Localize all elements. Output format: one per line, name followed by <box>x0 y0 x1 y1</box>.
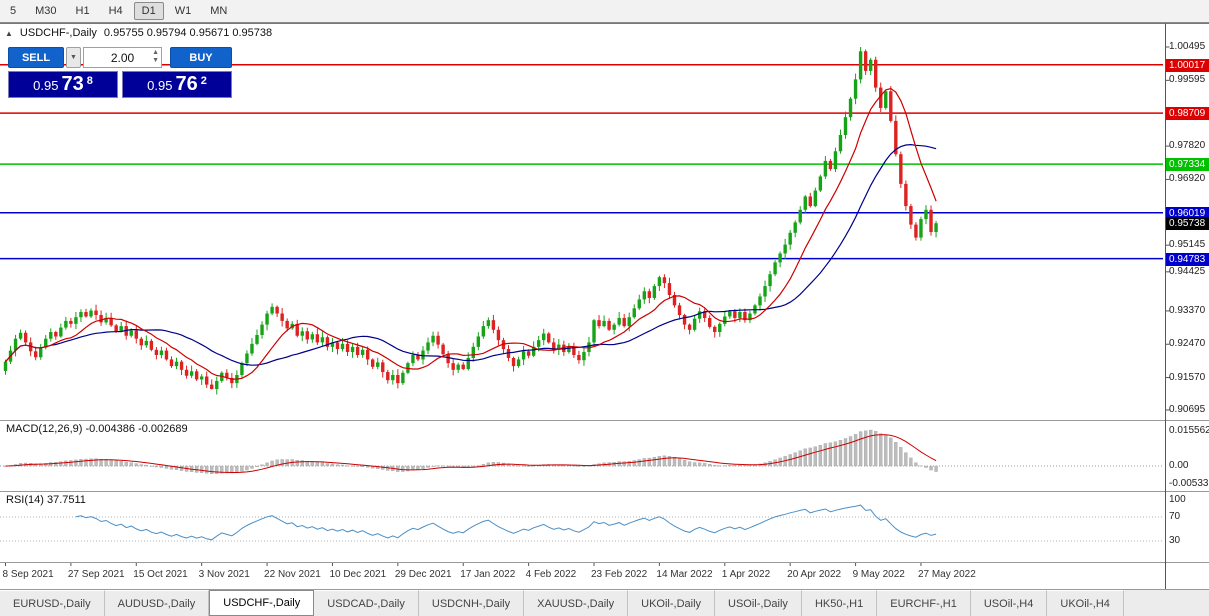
chevron-down-icon: ▼ <box>70 54 77 61</box>
rsi-axis-label: 70 <box>1169 511 1181 522</box>
current-price-badge: 0.95738 <box>1166 217 1209 231</box>
timeframe-button-W1[interactable]: W1 <box>167 2 200 20</box>
timeframe-button-M30[interactable]: M30 <box>27 2 64 20</box>
order-options-dropdown[interactable]: ▼ <box>66 47 81 68</box>
chart-tab-USDCHF-Daily[interactable]: USDCHF-,Daily <box>209 590 315 616</box>
sell-price-main: 73 <box>61 73 84 95</box>
chart-tab-USDCNH-Daily[interactable]: USDCNH-,Daily <box>418 590 525 616</box>
chart-tab-USOil-Daily[interactable]: USOil-,Daily <box>715 590 802 616</box>
chart-tab-UKOil-Daily[interactable]: UKOil-,Daily <box>628 590 716 616</box>
date-tick-label: 14 Mar 2022 <box>656 569 713 580</box>
timeframe-button-MN[interactable]: MN <box>202 2 235 20</box>
date-tick-label: 20 Apr 2022 <box>787 569 842 580</box>
date-tick-label: 4 Feb 2022 <box>525 569 577 580</box>
date-tick-label: 22 Nov 2021 <box>264 569 321 580</box>
macd-axis-label: 0.00 <box>1169 460 1189 471</box>
chart-tab-XAUUSD-Daily[interactable]: XAUUSD-,Daily <box>524 590 629 616</box>
price-tick-label: 0.92470 <box>1169 338 1206 350</box>
sell-price-prefix: 0.95 <box>33 78 59 93</box>
sell-button[interactable]: SELL <box>8 47 64 68</box>
date-tick-label: 3 Nov 2021 <box>198 569 250 580</box>
timeframe-toolbar: 5 M30 H1 H4 D1 W1 MN <box>0 0 1209 23</box>
timeframe-button-H1[interactable]: H1 <box>68 2 98 20</box>
buy-price-pip: 2 <box>200 75 207 87</box>
date-tick-label: 8 Sep 2021 <box>2 569 54 580</box>
price-tick-label: 0.90695 <box>1169 403 1206 415</box>
chart-tab-USOil-H4[interactable]: USOil-,H4 <box>970 590 1048 616</box>
price-tick-label: 0.96920 <box>1169 173 1206 185</box>
date-tick-label: 23 Feb 2022 <box>591 569 648 580</box>
date-tick-label: 17 Jan 2022 <box>460 569 516 580</box>
volume-stepper[interactable]: 2.00 ▲ ▼ <box>83 47 162 68</box>
price-tick-label: 0.95145 <box>1169 239 1206 251</box>
buy-price-display[interactable]: 0.95 76 2 <box>122 71 232 98</box>
sell-price-pip: 8 <box>86 75 93 87</box>
price-tick-label: 1.00495 <box>1169 41 1206 52</box>
price-tick-label: 0.94425 <box>1169 265 1206 277</box>
level-price-badge: 1.00017 <box>1166 58 1209 72</box>
chart-tab-bar: EURUSD-,Daily AUDUSD-,Daily USDCHF-,Daily U… <box>0 589 1209 616</box>
timeframe-button-H4[interactable]: H4 <box>101 2 131 20</box>
chart-tab-EURUSD-Daily[interactable]: EURUSD-,Daily <box>0 590 105 616</box>
ohlc-values: 0.95755 0.95794 0.95671 0.95738 <box>103 27 273 39</box>
chart-tab-HK50-H1[interactable]: HK50-,H1 <box>801 590 878 616</box>
level-price-badge: 0.94783 <box>1166 252 1209 266</box>
price-tick-label: 0.93370 <box>1169 304 1206 316</box>
symbol-title: USDCHF-,Daily <box>19 27 97 39</box>
date-tick-label: 10 Dec 2021 <box>329 569 387 580</box>
buy-price-main: 76 <box>175 73 198 95</box>
volume-value: 2.00 <box>110 50 135 65</box>
chart-tab-EURCHF-H1[interactable]: EURCHF-,H1 <box>877 590 971 616</box>
one-click-trading-panel: SELL ▼ 2.00 ▲ ▼ BUY 0.95 73 8 0.95 76 2 <box>8 47 232 98</box>
chart-tab-USDCAD-Daily[interactable]: USDCAD-,Daily <box>314 590 419 616</box>
date-tick-label: 15 Oct 2021 <box>133 569 188 580</box>
date-tick-label: 9 May 2022 <box>852 569 905 580</box>
date-tick-label: 27 May 2022 <box>917 569 976 580</box>
macd-axis-label: 0.015562 <box>1169 425 1209 436</box>
timeframe-button-D1[interactable]: D1 <box>133 2 164 20</box>
buy-price-prefix: 0.95 <box>147 78 173 93</box>
level-price-badge: 0.97334 <box>1166 158 1209 172</box>
price-tick-label: 0.97820 <box>1169 140 1206 152</box>
chart-title-bar: ▲ USDCHF-,Daily 0.95755 0.95794 0.95671 … <box>5 27 272 39</box>
macd-axis-label: -0.005335 <box>1169 478 1209 489</box>
price-tick-label: 0.99595 <box>1169 74 1206 86</box>
rsi-axis-label: 30 <box>1169 535 1181 546</box>
level-price-badge: 0.96019 <box>1166 206 1209 220</box>
date-tick-label: 29 Dec 2021 <box>394 569 452 580</box>
date-tick-label: 1 Apr 2022 <box>721 569 771 580</box>
rsi-label: RSI(14) 37.7511 <box>6 494 86 506</box>
collapse-panel-icon[interactable]: ▲ <box>5 28 13 38</box>
chart-tab-UKOil-H4[interactable]: UKOil-,H4 <box>1047 590 1124 616</box>
chart-tab-AUDUSD-Daily[interactable]: AUDUSD-,Daily <box>104 590 210 616</box>
macd-label: MACD(12,26,9) -0.004386 -0.002689 <box>6 423 188 435</box>
spin-down-icon[interactable]: ▼ <box>152 57 159 64</box>
timeframe-button-5[interactable]: 5 <box>2 2 24 20</box>
buy-button[interactable]: BUY <box>170 47 232 68</box>
price-tick-label: 0.91570 <box>1169 371 1206 383</box>
level-price-badge: 0.98709 <box>1166 107 1209 121</box>
sell-price-display[interactable]: 0.95 73 8 <box>8 71 118 98</box>
spin-up-icon[interactable]: ▲ <box>152 49 159 56</box>
rsi-axis-label: 100 <box>1169 494 1186 505</box>
date-tick-label: 27 Sep 2021 <box>67 569 125 580</box>
